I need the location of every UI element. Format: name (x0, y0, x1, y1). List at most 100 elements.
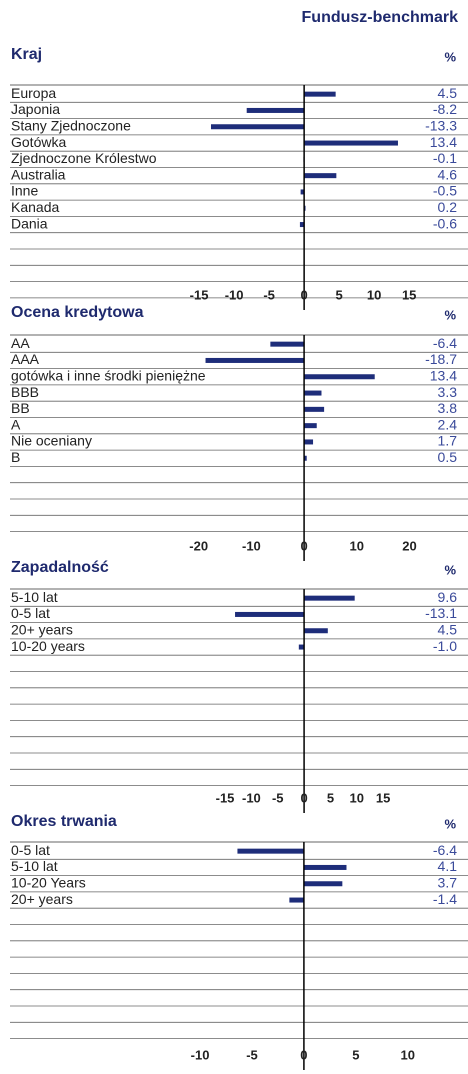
x-tick-label: -10 (242, 538, 261, 553)
value-label: -1.0 (433, 638, 457, 654)
value-label: -1.4 (433, 891, 457, 907)
value-label: 0.5 (438, 449, 458, 465)
bar (303, 881, 343, 887)
x-tick-label: -15 (190, 287, 209, 302)
value-label: 4.5 (438, 621, 458, 637)
category-label: 0-5 lat (11, 605, 50, 621)
x-tick-label: -5 (272, 790, 284, 805)
x-tick-label: -10 (242, 790, 261, 805)
x-tick-label: 15 (402, 287, 416, 302)
category-label: A (11, 416, 21, 432)
panel-title: Ocena kredytowa (11, 304, 144, 321)
bar (303, 864, 347, 870)
value-label: -6.4 (433, 335, 457, 351)
x-tick-label: 0 (301, 287, 308, 302)
value-label: 9.6 (438, 589, 458, 605)
value-label: 3.7 (438, 874, 458, 890)
bar (304, 423, 317, 429)
bar (270, 341, 305, 347)
category-label: Dania (11, 215, 48, 231)
bar (304, 390, 322, 396)
x-tick-label: -20 (189, 538, 208, 553)
bar (300, 189, 305, 195)
category-label: BBB (11, 384, 39, 400)
x-tick-label: 0 (300, 1047, 307, 1062)
value-label: -8.2 (433, 101, 457, 117)
bar (304, 455, 307, 461)
category-label: Kanada (11, 199, 59, 215)
value-label: -6.4 (433, 842, 457, 858)
x-tick-label: -10 (225, 287, 244, 302)
value-label: -13.3 (425, 117, 457, 133)
category-label: 10-20 Years (11, 874, 86, 890)
bar (304, 91, 336, 97)
category-label: 0-5 lat (11, 842, 50, 858)
bar (237, 848, 304, 854)
x-tick-label: -15 (216, 790, 235, 805)
bar (304, 439, 314, 445)
bar (304, 628, 328, 634)
unit: % (444, 562, 456, 577)
x-tick-label: 10 (350, 538, 364, 553)
x-tick-label: 10 (350, 790, 364, 805)
value-label: 1.7 (438, 433, 458, 449)
value-label: -0.5 (433, 183, 457, 199)
panel-title: Okres trwania (11, 813, 117, 830)
value-label: 2.4 (438, 416, 458, 432)
category-label: 10-20 years (11, 638, 85, 654)
value-label: 0.2 (438, 199, 458, 215)
bar (298, 644, 305, 650)
category-label: AAA (11, 351, 40, 367)
value-label: 13.4 (430, 134, 457, 150)
bar (304, 140, 398, 146)
value-label: 3.3 (438, 384, 458, 400)
bar (246, 107, 305, 113)
x-tick-label: 10 (367, 287, 381, 302)
value-label: 4.5 (438, 85, 458, 101)
bar (235, 611, 305, 617)
x-tick-label: 5 (336, 287, 343, 302)
x-tick-label: 5 (327, 790, 334, 805)
unit: % (444, 49, 456, 64)
category-label: gotówka i inne środki pieniężne (11, 367, 206, 383)
category-label: 20+ years (11, 621, 73, 637)
bar (210, 124, 305, 130)
category-label: 5-10 lat (11, 589, 58, 605)
category-label: Europa (11, 85, 56, 101)
category-label: Inne (11, 183, 38, 199)
category-label: BB (11, 400, 30, 416)
value-label: -0.1 (433, 150, 457, 166)
header: Fundusz-benchmark (302, 9, 459, 26)
x-tick-label: 0 (300, 538, 307, 553)
value-label: -18.7 (425, 351, 457, 367)
category-label: 20+ years (11, 891, 73, 907)
bar (304, 173, 337, 179)
category-label: Nie oceniany (11, 433, 92, 449)
bar (304, 406, 325, 412)
value-label: 3.8 (438, 400, 458, 416)
bar (205, 357, 305, 363)
x-tick-label: -10 (191, 1047, 210, 1062)
category-label: Japonia (11, 101, 60, 117)
bar (304, 595, 355, 601)
category-label: Zjednoczone Królestwo (11, 150, 157, 166)
value-label: 4.6 (438, 166, 458, 182)
unit: % (444, 816, 456, 831)
x-tick-label: -5 (246, 1047, 258, 1062)
value-label: 13.4 (430, 367, 457, 383)
category-label: 5-10 lat (11, 858, 58, 874)
bar (304, 374, 375, 380)
x-tick-label: 0 (300, 790, 307, 805)
x-tick-label: -5 (263, 287, 275, 302)
x-tick-label: 15 (376, 790, 390, 805)
category-label: Stany Zjednoczone (11, 117, 131, 133)
x-tick-label: 10 (401, 1047, 415, 1062)
bar (289, 897, 304, 903)
value-label: 4.1 (438, 858, 458, 874)
panel-title: Zapadalność (11, 559, 109, 576)
category-label: AA (11, 335, 30, 351)
panel-title: Kraj (11, 46, 42, 63)
category-label: B (11, 449, 20, 465)
value-label: -0.6 (433, 215, 457, 231)
